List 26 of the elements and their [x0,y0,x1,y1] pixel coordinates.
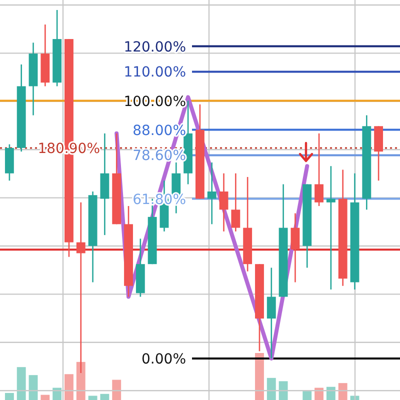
bar [314,388,324,400]
candlestick [290,212,300,283]
bar [255,353,264,400]
bar [52,388,62,400]
bar [112,380,122,400]
bar [4,392,14,400]
candlestick [207,162,216,225]
bar [278,381,288,400]
bar [40,394,50,400]
bar [302,391,312,400]
candlestick [326,165,336,290]
candlestick [314,132,324,207]
bar [16,367,26,400]
bar [88,396,98,400]
annotation: 120.00% [124,39,186,56]
candlestick [266,267,276,360]
annotation: 110.00% [124,64,186,81]
bar [100,394,110,400]
bar [338,383,348,400]
bar [266,378,276,400]
bar [28,375,38,400]
bar [76,362,86,400]
bar [64,374,74,400]
candlestick [219,172,228,232]
annotation: 0.00% [142,351,186,368]
candlestick [231,172,240,232]
